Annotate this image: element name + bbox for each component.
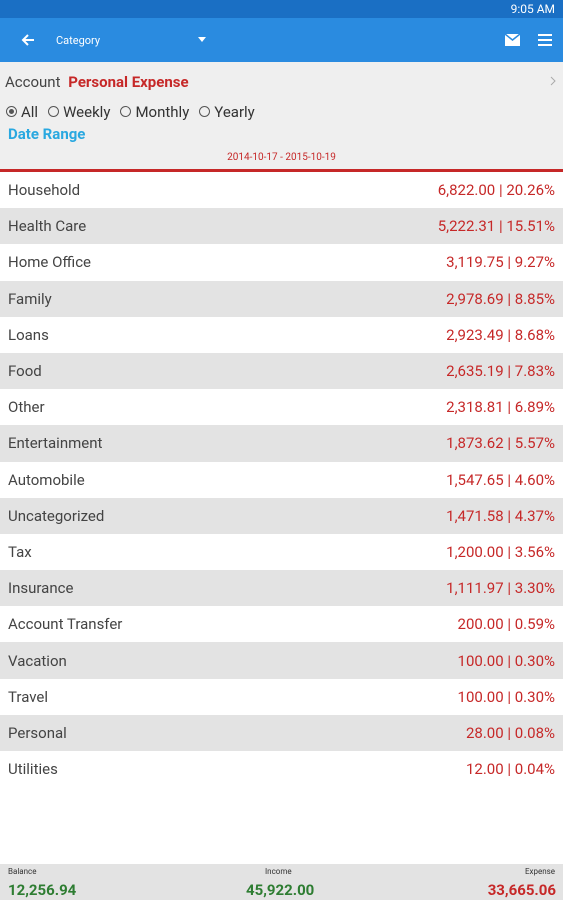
radio-circle — [120, 106, 132, 117]
category-amount: 6,822.00 | 20.26% — [437, 181, 555, 200]
category-amount: 2,318.81 | 6.89% — [446, 398, 555, 417]
category-row[interactable]: Family 2,978.69 | 8.85% — [0, 280, 563, 317]
category-name: Household — [8, 181, 81, 200]
chevron — [550, 76, 556, 86]
expense: 33,665.06 — [487, 881, 556, 899]
category-row[interactable]: Entertainment 1,873.62 | 5.57% — [0, 425, 563, 462]
category-amount: 200.00 | 0.59% — [457, 615, 555, 634]
radio-circle — [48, 106, 60, 117]
menu-button[interactable] — [538, 34, 552, 46]
divider — [0, 169, 563, 172]
category-amount: 28.00 | 0.08% — [465, 723, 555, 742]
header-panel: Account Personal Expense All Weekly Monthl… — [0, 62, 563, 170]
account-label: Account — [5, 73, 61, 91]
category-name: Entertainment — [8, 434, 103, 453]
category-row[interactable]: Other 2,318.81 | 6.89% — [0, 389, 563, 425]
radio-option[interactable]: All — [6, 103, 38, 121]
category-row[interactable]: Insurance 1,111.97 | 3.30% — [0, 570, 563, 607]
category-amount: 1,547.65 | 4.60% — [446, 470, 555, 489]
category-amount: 100.00 | 0.30% — [457, 687, 555, 706]
time: 9:05 AM — [510, 2, 555, 16]
account-row[interactable]: Account Personal Expense — [5, 73, 189, 91]
back-button[interactable] — [20, 32, 36, 48]
category-amount: 2,978.69 | 8.85% — [446, 289, 555, 308]
category-amount: 1,471.58 | 4.37% — [446, 506, 555, 525]
balance-label: Balance — [8, 867, 37, 876]
category-row[interactable]: Household 6,822.00 | 20.26% — [0, 172, 563, 208]
category-amount: 3,119.75 | 9.27% — [446, 253, 555, 272]
category-amount: 100.00 | 0.30% — [457, 651, 555, 670]
category-amount: 5,222.31 | 15.51% — [437, 217, 555, 236]
category-row[interactable]: Home Office 3,119.75 | 9.27% — [0, 244, 563, 280]
category-row[interactable]: Automobile 1,547.65 | 4.60% — [0, 462, 563, 498]
toolbar-title[interactable]: Category — [56, 34, 101, 47]
footer: Balance 12,256.94 Income 45,922.00 Expen… — [0, 864, 563, 900]
category-row[interactable]: Food 2,635.19 | 7.83% — [0, 352, 563, 390]
date-range-value: 2014-10-17 - 2015-10-19 — [227, 152, 336, 163]
category-amount: 1,200.00 | 3.56% — [446, 542, 555, 561]
category-row[interactable]: Uncategorized 1,471.58 | 4.37% — [0, 497, 563, 534]
category-name: Uncategorized — [8, 506, 105, 525]
category-row[interactable]: Tax 1,200.00 | 3.56% — [0, 534, 563, 570]
category-name: Other — [8, 398, 45, 417]
expense-label: Expense — [524, 867, 555, 876]
category-amount: 1,873.62 | 5.57% — [446, 434, 555, 453]
category-row[interactable]: Vacation 100.00 | 0.30% — [0, 642, 563, 679]
radio-circle — [199, 106, 211, 117]
income-label: Income — [265, 867, 292, 876]
category-row[interactable]: Account Transfer 200.00 | 0.59% — [0, 606, 563, 642]
category-name: Health Care — [8, 217, 87, 236]
category-name: Insurance — [8, 579, 74, 598]
category-name: Automobile — [8, 470, 85, 489]
dropdown-arrow[interactable] — [198, 37, 208, 43]
mail-button[interactable] — [505, 34, 520, 46]
radio-label: Yearly — [214, 102, 255, 121]
radio-label: Weekly — [63, 102, 111, 121]
category-row[interactable]: Loans 2,923.49 | 8.68% — [0, 317, 563, 353]
category-row[interactable]: Utilities 12.00 | 0.04% — [0, 751, 563, 787]
category-name: Utilities — [8, 760, 58, 779]
category-name: Vacation — [8, 651, 67, 670]
category-amount: 12.00 | 0.04% — [465, 760, 555, 779]
balance: 12,256.94 — [8, 881, 77, 899]
category-name: Loans — [8, 325, 49, 344]
category-row[interactable]: Health Care 5,222.31 | 15.51% — [0, 208, 563, 245]
radio-label: Monthly — [135, 102, 190, 121]
category-list: Household 6,822.00 | 20.26% Health Care 5,2… — [0, 172, 563, 787]
radio-option[interactable]: Weekly — [48, 103, 110, 121]
category-name: Personal — [8, 723, 67, 742]
period-options: All Weekly Monthly Yearly — [6, 102, 265, 121]
radio-option[interactable]: Yearly — [199, 102, 255, 121]
category-row[interactable]: Personal 28.00 | 0.08% — [0, 714, 563, 751]
category-name: Account Transfer — [8, 615, 123, 634]
date-range-label[interactable]: Date Range — [8, 125, 86, 143]
category-amount: 2,923.49 | 8.68% — [446, 325, 555, 344]
category-name: Family — [8, 289, 52, 308]
category-name: Travel — [8, 687, 49, 706]
category-name: Tax — [8, 542, 32, 561]
income: 45,922.00 — [246, 881, 315, 899]
status-bar: 9:05 AM — [0, 0, 563, 18]
toolbar: Category — [0, 18, 563, 62]
account-name: Personal Expense — [68, 73, 189, 91]
category-row[interactable]: Travel 100.00 | 0.30% — [0, 679, 563, 715]
category-name: Food — [8, 362, 42, 381]
category-name: Home Office — [8, 253, 92, 272]
category-amount: 1,111.97 | 3.30% — [446, 579, 555, 598]
category-amount: 2,635.19 | 7.83% — [446, 362, 555, 381]
radio-label: All — [21, 102, 39, 121]
radio-option[interactable]: Monthly — [120, 103, 189, 121]
radio-circle — [6, 106, 17, 117]
